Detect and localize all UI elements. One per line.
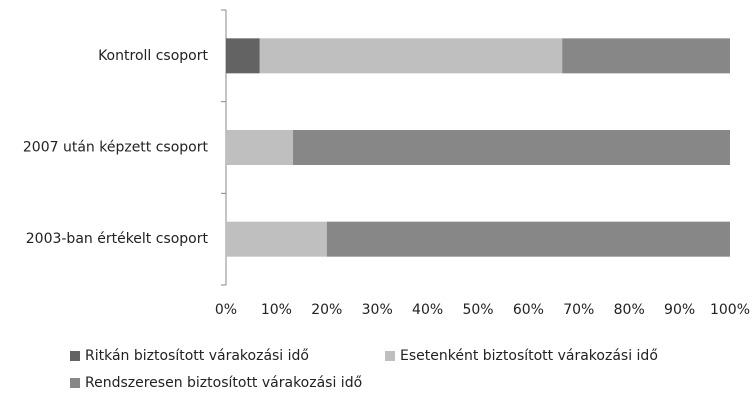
legend-swatch [70,351,80,361]
legend-label: Esetenként biztosított várakozási idő [400,348,658,364]
x-tick-label: 0% [215,302,237,318]
bar-segment [326,221,730,257]
legend-label: Rendszeresen biztosított várakozási idő [85,375,362,391]
bar-segment [226,221,327,257]
x-tick-label: 30% [362,302,393,318]
bar-segment [226,130,294,165]
x-tick-label: 90% [664,302,695,318]
legend-label: Ritkán biztosított várakozási idő [85,348,309,364]
bar-segment [562,38,730,74]
bar-segment [226,38,260,74]
bar-segment [293,130,730,165]
x-tick-label: 60% [513,302,544,318]
x-tick-label: 100% [710,302,750,318]
x-tick-label: 40% [412,302,443,318]
legend-swatch [385,351,395,361]
x-tick-label: 80% [614,302,645,318]
bar-segment [259,38,563,74]
x-tick-label: 70% [563,302,594,318]
y-tick-label: Kontroll csoport [98,48,208,64]
y-tick-label: 2007 után képzett csoport [23,140,209,156]
x-tick-label: 20% [311,302,342,318]
x-tick-label: 50% [462,302,493,318]
legend-swatch [70,378,80,388]
y-tick-label: 2003-ban értékelt csoport [26,231,209,247]
x-tick-label: 10% [261,302,292,318]
